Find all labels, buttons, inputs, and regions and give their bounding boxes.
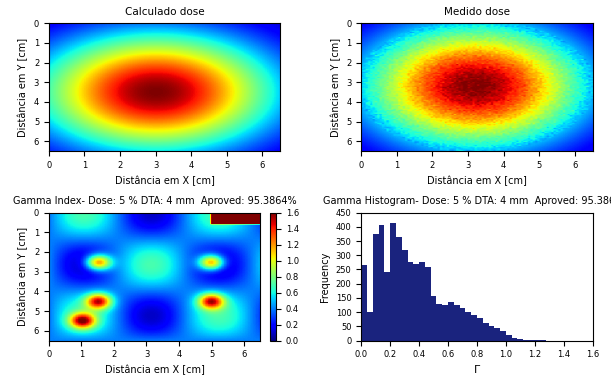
Bar	[500, 330, 506, 341]
Bar	[448, 302, 454, 341]
Y-axis label: Frequency: Frequency	[320, 252, 330, 302]
Y-axis label: Distância em Y [cm]: Distância em Y [cm]	[18, 38, 28, 137]
Title: Gamma Index- Dose: 5 % DTA: 4 mm  Aproved: 95.3864%: Gamma Index- Dose: 5 % DTA: 4 mm Aproved…	[13, 196, 296, 206]
Title: Gamma Histogram- Dose: 5 % DTA: 4 mm  Aproved: 95.3864%: Gamma Histogram- Dose: 5 % DTA: 4 mm Apr…	[323, 196, 611, 206]
X-axis label: Γ: Γ	[474, 365, 480, 375]
Bar	[471, 315, 477, 341]
Bar	[361, 265, 367, 341]
Bar	[384, 272, 390, 341]
Bar	[459, 308, 466, 341]
Bar	[506, 335, 511, 341]
Bar	[466, 312, 471, 341]
Bar	[390, 223, 396, 341]
Bar	[413, 264, 419, 341]
Bar	[529, 340, 535, 341]
Bar	[454, 305, 459, 341]
Bar	[489, 326, 494, 341]
Bar	[436, 303, 442, 341]
Bar	[494, 328, 500, 341]
Bar	[442, 305, 448, 341]
Bar	[367, 312, 373, 341]
Bar	[408, 262, 413, 341]
Bar	[523, 340, 529, 341]
Bar	[379, 225, 384, 341]
X-axis label: Distância em X [cm]: Distância em X [cm]	[104, 365, 205, 375]
Bar	[511, 338, 518, 341]
Bar	[419, 262, 425, 341]
Bar	[518, 339, 523, 341]
Y-axis label: Distância em Y [cm]: Distância em Y [cm]	[330, 38, 340, 137]
X-axis label: Distância em X [cm]: Distância em X [cm]	[115, 175, 214, 186]
Bar	[373, 234, 379, 341]
Y-axis label: Distância em Y [cm]: Distância em Y [cm]	[18, 227, 28, 326]
Bar	[425, 267, 431, 341]
Title: Calculado dose: Calculado dose	[125, 7, 205, 17]
X-axis label: Distância em X [cm]: Distância em X [cm]	[427, 175, 527, 186]
Title: Medido dose: Medido dose	[444, 7, 510, 17]
Bar	[402, 250, 408, 341]
Bar	[396, 237, 402, 341]
Bar	[431, 296, 436, 341]
Bar	[483, 324, 489, 341]
Bar	[477, 318, 483, 341]
